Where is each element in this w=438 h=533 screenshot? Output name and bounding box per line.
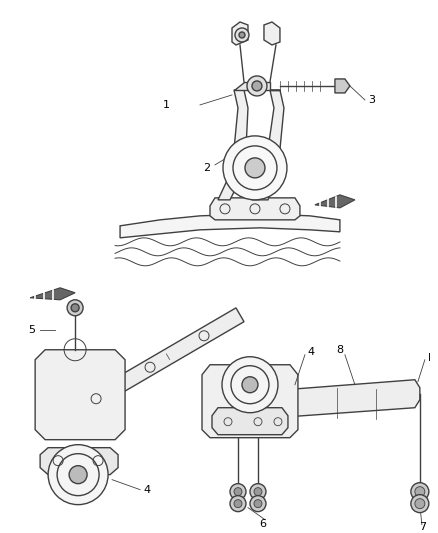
Circle shape xyxy=(250,496,266,512)
Circle shape xyxy=(239,32,245,38)
Text: 5: 5 xyxy=(28,325,35,335)
Circle shape xyxy=(254,488,262,496)
Circle shape xyxy=(250,483,266,499)
Polygon shape xyxy=(30,288,75,300)
Text: 4: 4 xyxy=(308,347,315,357)
Polygon shape xyxy=(212,408,288,435)
Circle shape xyxy=(230,496,246,512)
Circle shape xyxy=(415,499,425,508)
Circle shape xyxy=(415,487,425,497)
Circle shape xyxy=(247,76,267,96)
Text: 2: 2 xyxy=(203,163,210,173)
Polygon shape xyxy=(210,198,300,220)
Text: 7: 7 xyxy=(419,522,427,531)
Circle shape xyxy=(71,304,79,312)
Circle shape xyxy=(245,158,265,178)
Circle shape xyxy=(234,499,242,507)
Polygon shape xyxy=(252,90,284,200)
Circle shape xyxy=(48,445,108,505)
Circle shape xyxy=(69,466,87,483)
Polygon shape xyxy=(212,379,420,422)
Polygon shape xyxy=(335,79,350,93)
Circle shape xyxy=(252,81,262,91)
Text: 3: 3 xyxy=(368,95,375,105)
Circle shape xyxy=(242,377,258,393)
Text: 4: 4 xyxy=(143,484,150,495)
Circle shape xyxy=(234,488,242,496)
Polygon shape xyxy=(202,365,298,438)
Circle shape xyxy=(223,136,287,200)
Circle shape xyxy=(411,495,429,513)
Circle shape xyxy=(67,300,83,316)
Text: I: I xyxy=(428,353,431,363)
Text: 8: 8 xyxy=(336,345,343,355)
Text: 6: 6 xyxy=(259,519,266,529)
Polygon shape xyxy=(234,82,280,90)
Polygon shape xyxy=(35,350,125,440)
Polygon shape xyxy=(40,448,118,475)
Circle shape xyxy=(254,499,262,507)
Polygon shape xyxy=(120,214,340,238)
Polygon shape xyxy=(56,308,244,426)
Text: 1: 1 xyxy=(163,100,170,110)
Circle shape xyxy=(222,357,278,413)
Polygon shape xyxy=(232,22,248,45)
Circle shape xyxy=(411,483,429,500)
Polygon shape xyxy=(218,90,248,200)
Circle shape xyxy=(235,28,249,42)
Polygon shape xyxy=(315,195,355,208)
Circle shape xyxy=(230,483,246,499)
Polygon shape xyxy=(264,22,280,45)
